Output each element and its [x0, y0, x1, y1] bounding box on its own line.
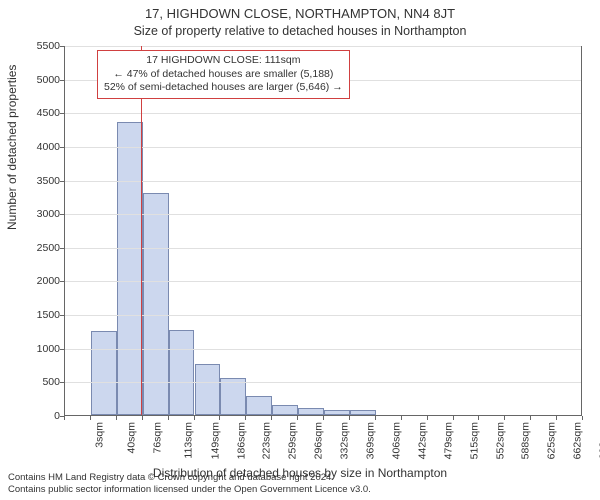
- histogram-bar: [117, 122, 143, 415]
- x-tick-mark: [194, 416, 195, 420]
- y-tick-label: 4000: [20, 141, 60, 153]
- x-tick-label: 662sqm: [572, 422, 584, 459]
- x-tick-label: 223sqm: [261, 422, 273, 459]
- y-tick-label: 1500: [20, 309, 60, 321]
- y-tick-label: 5500: [20, 40, 60, 52]
- y-axis-label: Number of detached properties: [5, 65, 19, 230]
- x-tick-mark: [401, 416, 402, 420]
- x-tick-mark: [582, 416, 583, 420]
- property-size-chart: 17, HIGHDOWN CLOSE, NORTHAMPTON, NN4 8JT…: [0, 0, 600, 500]
- x-tick-label: 515sqm: [468, 422, 480, 459]
- x-tick-label: 113sqm: [182, 422, 194, 459]
- x-tick-label: 3sqm: [94, 422, 106, 448]
- annotation-box: 17 HIGHDOWN CLOSE: 111sqm ← 47% of detac…: [97, 50, 350, 99]
- histogram-bar: [220, 378, 246, 415]
- histogram-bar: [91, 331, 117, 415]
- x-tick-mark: [64, 416, 65, 420]
- x-tick-mark: [116, 416, 117, 420]
- x-tick-mark: [90, 416, 91, 420]
- x-tick-mark: [323, 416, 324, 420]
- footer-line2: Contains public sector information licen…: [8, 484, 371, 496]
- y-tick-mark: [60, 181, 64, 182]
- annotation-line2: ← 47% of detached houses are smaller (5,…: [104, 68, 343, 82]
- y-tick-label: 5000: [20, 74, 60, 86]
- x-tick-mark: [349, 416, 350, 420]
- x-tick-label: 479sqm: [442, 422, 454, 459]
- y-tick-label: 1000: [20, 343, 60, 355]
- y-tick-mark: [60, 281, 64, 282]
- x-tick-label: 332sqm: [338, 422, 350, 459]
- histogram-bar: [272, 405, 298, 415]
- x-tick-label: 442sqm: [416, 422, 428, 459]
- x-tick-mark: [142, 416, 143, 420]
- y-tick-label: 2500: [20, 242, 60, 254]
- x-tick-mark: [478, 416, 479, 420]
- x-tick-mark: [453, 416, 454, 420]
- histogram-bar: [324, 410, 350, 415]
- x-tick-mark: [427, 416, 428, 420]
- footer-line1: Contains HM Land Registry data © Crown c…: [8, 472, 371, 484]
- histogram-bar: [195, 364, 221, 415]
- x-tick-label: 149sqm: [209, 422, 221, 459]
- x-tick-mark: [504, 416, 505, 420]
- x-tick-label: 76sqm: [151, 422, 163, 454]
- x-tick-mark: [530, 416, 531, 420]
- x-tick-mark: [219, 416, 220, 420]
- y-tick-label: 2000: [20, 275, 60, 287]
- x-tick-mark: [245, 416, 246, 420]
- y-tick-mark: [60, 113, 64, 114]
- x-tick-mark: [297, 416, 298, 420]
- x-tick-label: 186sqm: [235, 422, 247, 459]
- x-tick-mark: [271, 416, 272, 420]
- footer-attribution: Contains HM Land Registry data © Crown c…: [8, 472, 371, 496]
- x-tick-label: 369sqm: [364, 422, 376, 459]
- y-tick-mark: [60, 315, 64, 316]
- property-marker-line: [141, 46, 142, 415]
- histogram-bar: [169, 330, 195, 415]
- x-tick-label: 296sqm: [313, 422, 325, 459]
- y-tick-mark: [60, 248, 64, 249]
- x-tick-label: 552sqm: [494, 422, 506, 459]
- y-tick-mark: [60, 349, 64, 350]
- histogram-bar: [350, 410, 376, 415]
- y-tick-mark: [60, 80, 64, 81]
- y-tick-mark: [60, 147, 64, 148]
- x-tick-label: 588sqm: [520, 422, 532, 459]
- y-tick-mark: [60, 46, 64, 47]
- chart-title-main: 17, HIGHDOWN CLOSE, NORTHAMPTON, NN4 8JT: [0, 6, 600, 21]
- y-tick-label: 3500: [20, 175, 60, 187]
- y-tick-mark: [60, 382, 64, 383]
- histogram-bar: [246, 396, 272, 415]
- x-tick-label: 259sqm: [287, 422, 299, 459]
- x-tick-mark: [556, 416, 557, 420]
- y-tick-label: 0: [20, 410, 60, 422]
- chart-title-sub: Size of property relative to detached ho…: [0, 24, 600, 38]
- histogram-bar: [298, 408, 324, 415]
- y-tick-label: 3000: [20, 208, 60, 220]
- y-tick-label: 500: [20, 376, 60, 388]
- x-tick-mark: [375, 416, 376, 420]
- y-tick-label: 4500: [20, 107, 60, 119]
- x-tick-label: 40sqm: [125, 422, 137, 454]
- x-tick-mark: [168, 416, 169, 420]
- plot-area: 17 HIGHDOWN CLOSE: 111sqm ← 47% of detac…: [64, 46, 582, 416]
- annotation-line1: 17 HIGHDOWN CLOSE: 111sqm: [104, 54, 343, 68]
- annotation-line3: 52% of semi-detached houses are larger (…: [104, 81, 343, 95]
- x-tick-label: 406sqm: [390, 422, 402, 459]
- y-tick-mark: [60, 214, 64, 215]
- x-tick-label: 625sqm: [546, 422, 558, 459]
